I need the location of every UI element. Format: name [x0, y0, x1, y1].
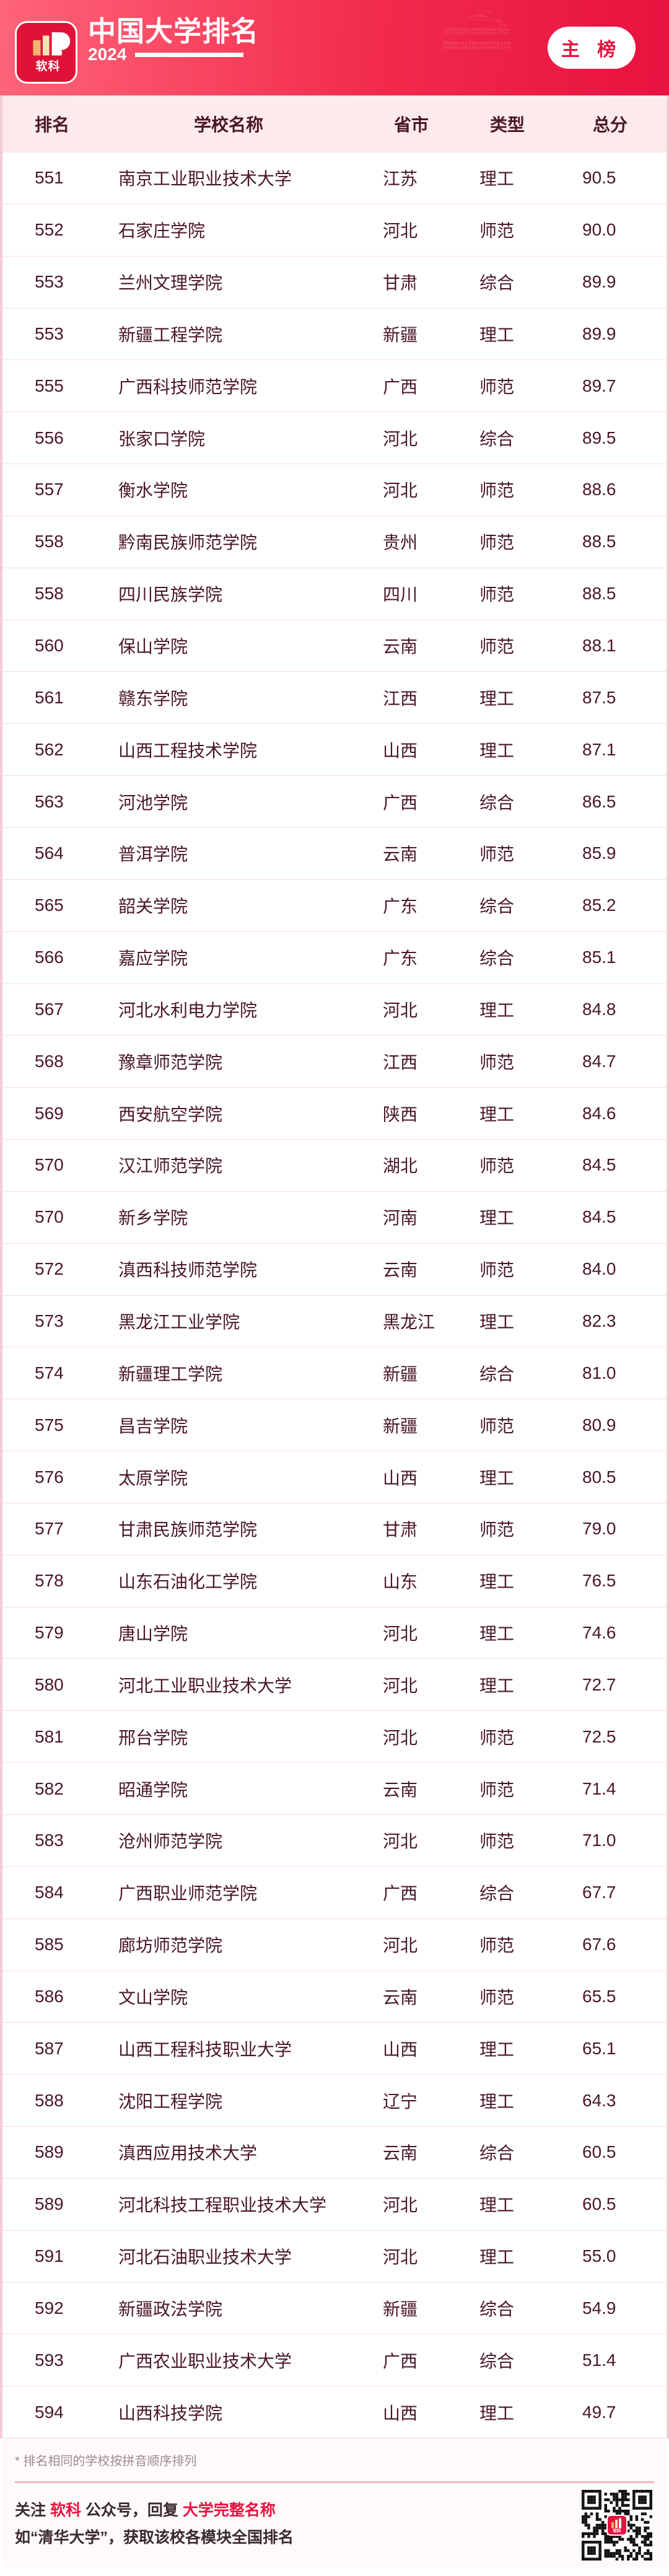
svg-text:软科: 软科	[613, 2528, 622, 2533]
svg-text:软科: 软科	[35, 59, 60, 73]
